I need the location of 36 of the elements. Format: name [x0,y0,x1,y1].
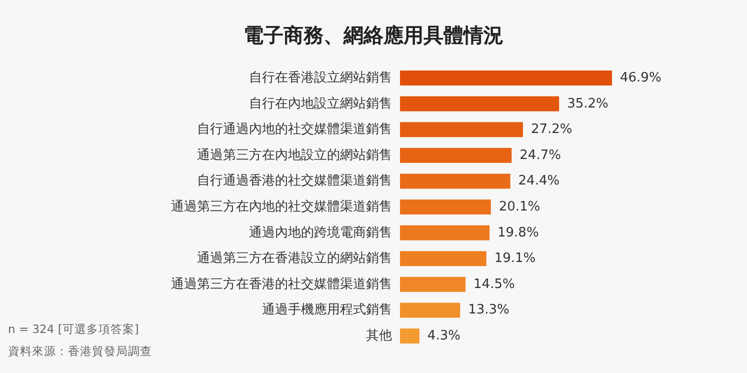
bar [400,200,491,214]
data-label: 4.3% [427,328,460,344]
bar [400,148,512,163]
y-tick-label: 通過內地的跨境電商銷售 [249,224,392,240]
bar [400,70,612,86]
y-tick-label: 其他 [366,328,392,344]
bar [400,225,490,240]
data-label: 24.7% [520,148,561,163]
y-tick-label: 通過第三方在內地設立的網站銷售 [197,146,392,163]
y-tick-label: 自行通過香港的社交媒體渠道銷售 [197,172,392,189]
data-label: 24.4% [518,174,560,189]
data-label: 19.8% [498,225,539,240]
bar [400,96,560,112]
data-label: 27.2% [530,122,572,138]
bar [400,276,466,292]
text: n = 324 [可選多項答案] [8,322,139,336]
data-label: 13.3% [468,302,510,318]
data-label: 19.1% [494,251,536,266]
y-tick-label: 通過手機應用程式銷售 [262,302,392,318]
y-tick-label: 通過第三方在香港的社交媒體渠道銷售 [171,276,392,292]
y-tick-label: 自行通過內地的社交媒體渠道銷售 [197,121,392,138]
bar [400,174,510,189]
bar [400,122,523,138]
y-tick-label: 通過第三方在內地的社交媒體渠道銷售 [171,198,392,214]
bar [400,328,420,344]
source-note: 資料來源：香港貿發局調查 [8,344,152,358]
y-tick-label: 通過第三方在香港設立的網站銷售 [197,250,392,266]
data-label: 46.9% [620,70,662,86]
data-label: 35.2% [567,96,608,112]
y-tick-label: 自行在內地設立網站銷售 [249,95,392,112]
y-tick-label: 自行在香港設立網站銷售 [249,70,392,86]
data-label: 20.1% [498,200,540,214]
data-label: 14.5% [474,276,515,292]
bar [400,251,486,266]
bar [400,302,460,318]
chart-title: 電子商務、網絡應用具體情況 [244,23,504,47]
